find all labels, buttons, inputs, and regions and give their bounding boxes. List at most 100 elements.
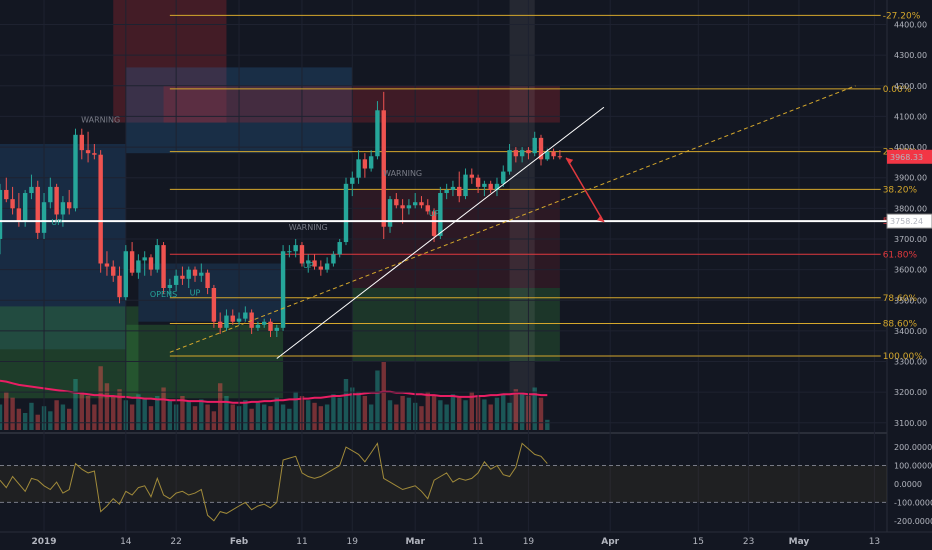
date-tick-label: 2019 (32, 537, 57, 547)
cci-tick-label: -100.0000 (894, 498, 932, 507)
volume-bar (387, 400, 393, 430)
signal-label: UP (429, 209, 440, 218)
candle-body (230, 315, 235, 322)
volume-bar (217, 383, 223, 430)
candle-body (545, 151, 550, 160)
volume-bar (205, 404, 210, 430)
volume-bar (538, 397, 544, 430)
volume-bar (394, 404, 399, 430)
volume-bar (457, 397, 462, 430)
date-tick-label: May (789, 537, 810, 547)
signal-label: UP (303, 261, 314, 270)
dashed-trendline (169, 85, 856, 353)
volume-bar (111, 396, 116, 430)
date-tick-label: 14 (120, 537, 132, 547)
volume-bar (224, 396, 229, 430)
candle-body (29, 186, 34, 194)
date-tick-label: 13 (869, 537, 880, 547)
price-tick-label: 3200.00 (894, 388, 927, 397)
volume-bar (148, 406, 154, 430)
candle-body (356, 159, 361, 178)
volume-bar (425, 391, 430, 430)
volume-bar (180, 396, 185, 430)
volume-bar (85, 396, 91, 430)
candle-body (457, 186, 462, 197)
candle-body (104, 263, 110, 267)
candle-body (431, 211, 437, 236)
volume-bar (255, 402, 261, 430)
candle-body (312, 260, 317, 267)
volume-bar (249, 408, 254, 430)
price-tick-label: 4000.00 (894, 143, 927, 152)
fib-level-label: 100.00% (883, 352, 923, 362)
candle-body (287, 251, 292, 253)
candle-body (243, 312, 248, 319)
projection-arrow-line (565, 157, 605, 223)
candle-body (299, 245, 305, 264)
volume-bar (507, 402, 512, 430)
volume-bar (243, 400, 248, 430)
volume-bar (155, 396, 160, 430)
candle-body (482, 183, 487, 187)
candle-body (0, 189, 3, 239)
volume-bar (494, 397, 500, 430)
candle-body (469, 174, 475, 178)
candle-body (318, 266, 324, 270)
price-tick-label: 4200.00 (894, 82, 927, 91)
date-tick-label: 19 (523, 537, 535, 547)
signal-label: OPENS (150, 290, 177, 299)
volume-bar (306, 400, 311, 430)
candle-body (22, 193, 28, 221)
candle-body (343, 183, 349, 243)
candle-body (337, 242, 342, 255)
fib-level-label: -27.20% (883, 11, 921, 21)
signal-label: WARNING (81, 116, 120, 125)
volume-bar (129, 404, 135, 430)
cci-tick-label: 0.0000 (894, 480, 922, 489)
volume-bar (54, 400, 59, 430)
date-tick-label: 11 (472, 537, 483, 547)
volume-bar (324, 404, 330, 430)
cci-tick-label: -200.0000 (894, 517, 932, 526)
volume-bar (331, 394, 336, 430)
volume-bar (262, 404, 267, 430)
current-price-tag (887, 149, 932, 164)
fib-level-label: 88.60% (883, 320, 918, 330)
horizontal-line-tag (886, 213, 932, 229)
candle-body (217, 321, 223, 328)
volume-bar (199, 399, 204, 430)
volume-bar (450, 394, 456, 430)
price-tick-label: 3600.00 (894, 266, 927, 275)
volume-bar (136, 394, 141, 430)
drawings[interactable]: WARNING WARNING WARNING OPENS UP UP UP UP (0, 85, 887, 359)
trendline (276, 106, 605, 359)
candle-body (274, 327, 279, 331)
volume-bar (318, 406, 324, 430)
volume-bars (0, 362, 550, 430)
indicator-cloud (0, 144, 126, 350)
volume-bar (280, 404, 286, 430)
candle-body (368, 156, 374, 169)
volume-bar (381, 362, 386, 430)
volume-bar (211, 411, 217, 430)
price-tick-label: 3100.00 (894, 419, 927, 428)
candle-body (375, 110, 380, 157)
candle-body (92, 153, 97, 155)
date-tick-label: Mar (405, 537, 425, 547)
volume-bar (142, 397, 147, 430)
candle-body (538, 137, 544, 160)
candle-body (519, 150, 525, 157)
candle-body (123, 251, 129, 298)
signal-label: WARNING (383, 169, 422, 178)
candle-body (280, 251, 286, 328)
candle-body (324, 263, 330, 270)
volume-bar (368, 404, 374, 430)
candle-body (205, 272, 210, 288)
indicator-cloud (0, 306, 139, 399)
projection-arrow-tail (566, 157, 574, 165)
candle-body (350, 177, 355, 184)
volume-bar (92, 404, 97, 430)
candle-body (293, 245, 298, 252)
candle-body (362, 159, 368, 169)
